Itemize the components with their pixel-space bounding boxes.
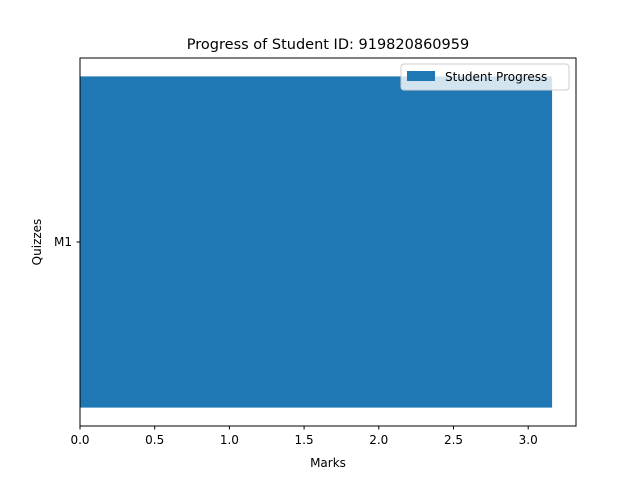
bar-m1[interactable] [80, 76, 553, 408]
x-axis-label: Marks [310, 456, 346, 470]
legend-frame [400, 63, 570, 91]
y-axis-label: Quizzes [30, 219, 44, 266]
chart-title: Progress of Student ID: 919820860959 [187, 37, 469, 53]
x-tick-label: 1.0 [220, 433, 239, 447]
y-tick-label: M1 [54, 235, 72, 249]
bars-layer [80, 76, 553, 408]
x-tick-label: 2.5 [444, 433, 463, 447]
legend-label: Student Progress [445, 70, 547, 84]
x-tick-label: 1.5 [295, 433, 314, 447]
x-tick-label: 0.5 [145, 433, 164, 447]
y-axis-ticks: M1 [54, 235, 80, 249]
legend-swatch [407, 71, 435, 81]
x-tick-label: 0.0 [70, 433, 89, 447]
x-tick-label: 3.0 [519, 433, 538, 447]
x-tick-label: 2.0 [369, 433, 388, 447]
x-axis-ticks: 0.0 0.5 1.0 1.5 2.0 2.5 3.0 [70, 426, 538, 447]
legend[interactable]: Student Progress [400, 63, 570, 91]
